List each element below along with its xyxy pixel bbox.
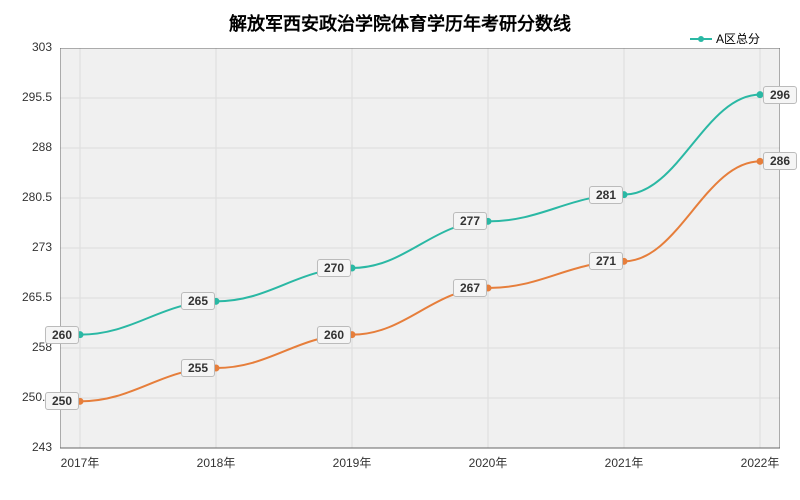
x-tick-label: 2019年 bbox=[333, 454, 372, 471]
point-label: 270 bbox=[317, 259, 351, 277]
point-label: 250 bbox=[45, 392, 79, 410]
chart-title: 解放军西安政治学院体育学历年考研分数线 bbox=[229, 10, 571, 36]
x-tick-label: 2017年 bbox=[61, 454, 100, 471]
legend-item: A区总分 bbox=[690, 30, 760, 47]
point-label: 267 bbox=[453, 279, 487, 297]
legend-swatch bbox=[690, 38, 712, 40]
plot-area bbox=[60, 48, 780, 468]
point-label: 286 bbox=[763, 152, 797, 170]
point-label: 260 bbox=[45, 326, 79, 344]
chart-container: 解放军西安政治学院体育学历年考研分数线 A区总分B区总分 243250.5258… bbox=[0, 0, 800, 500]
point-label: 277 bbox=[453, 212, 487, 230]
point-label: 281 bbox=[589, 186, 623, 204]
y-tick-label: 295.5 bbox=[22, 90, 52, 104]
y-tick-label: 243 bbox=[32, 440, 52, 454]
point-label: 255 bbox=[181, 359, 215, 377]
y-tick-label: 303 bbox=[32, 40, 52, 54]
x-tick-label: 2020年 bbox=[469, 454, 508, 471]
legend-label: A区总分 bbox=[716, 30, 760, 47]
x-tick-label: 2021年 bbox=[605, 454, 644, 471]
y-tick-label: 273 bbox=[32, 240, 52, 254]
point-label: 296 bbox=[763, 86, 797, 104]
y-tick-label: 280.5 bbox=[22, 190, 52, 204]
point-label: 260 bbox=[317, 326, 351, 344]
x-tick-label: 2022年 bbox=[741, 454, 780, 471]
point-label: 265 bbox=[181, 292, 215, 310]
point-label: 271 bbox=[589, 252, 623, 270]
y-tick-label: 265.5 bbox=[22, 290, 52, 304]
y-tick-label: 288 bbox=[32, 140, 52, 154]
x-tick-label: 2018年 bbox=[197, 454, 236, 471]
